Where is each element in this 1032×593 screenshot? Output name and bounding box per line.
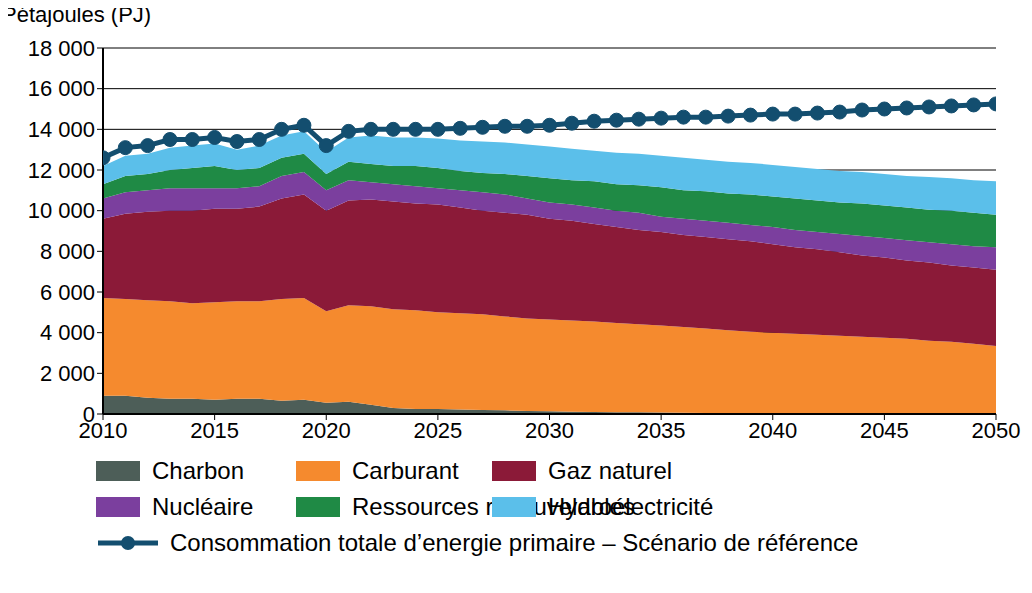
svg-text:10 000: 10 000: [28, 198, 95, 223]
svg-text:2050: 2050: [972, 418, 1021, 443]
html-text:Consommation totale d’energie: Consommation totale d’energie primaire –…: [170, 529, 859, 556]
html-text:Hydroélectricité: Hydroélectricité: [548, 493, 714, 520]
html-text:Ressources renouvelables: Ressources renouvelables: [352, 493, 635, 520]
svg-text:0: 0: [83, 402, 95, 427]
svg-text:2045: 2045: [860, 418, 909, 443]
svg-text:2030: 2030: [525, 418, 574, 443]
svg-text:18 000: 18 000: [28, 36, 95, 61]
svg-text:4 000: 4 000: [40, 320, 95, 345]
html-text:Charbon: Charbon: [152, 457, 245, 484]
svg-text:2010: 2010: [78, 417, 128, 443]
svg-text:2 000: 2 000: [40, 361, 95, 386]
svg-text:2040: 2040: [748, 418, 797, 443]
svg-text:8 000: 8 000: [40, 239, 95, 264]
svg-text:2015: 2015: [190, 418, 239, 443]
svg-text:12 000: 12 000: [28, 158, 95, 183]
svg-text:2035: 2035: [637, 418, 686, 443]
svg-text:2025: 2025: [413, 418, 462, 443]
svg-text:14 000: 14 000: [28, 117, 95, 142]
html-text:Nucléaire: Nucléaire: [152, 493, 254, 520]
html-text:Gaz naturel: Gaz naturel: [548, 457, 673, 484]
svg-text:2020: 2020: [302, 418, 351, 443]
svg-text:6 000: 6 000: [40, 280, 95, 305]
html-text:Carburant: Carburant: [352, 457, 459, 484]
svg-text:16 000: 16 000: [28, 76, 95, 101]
